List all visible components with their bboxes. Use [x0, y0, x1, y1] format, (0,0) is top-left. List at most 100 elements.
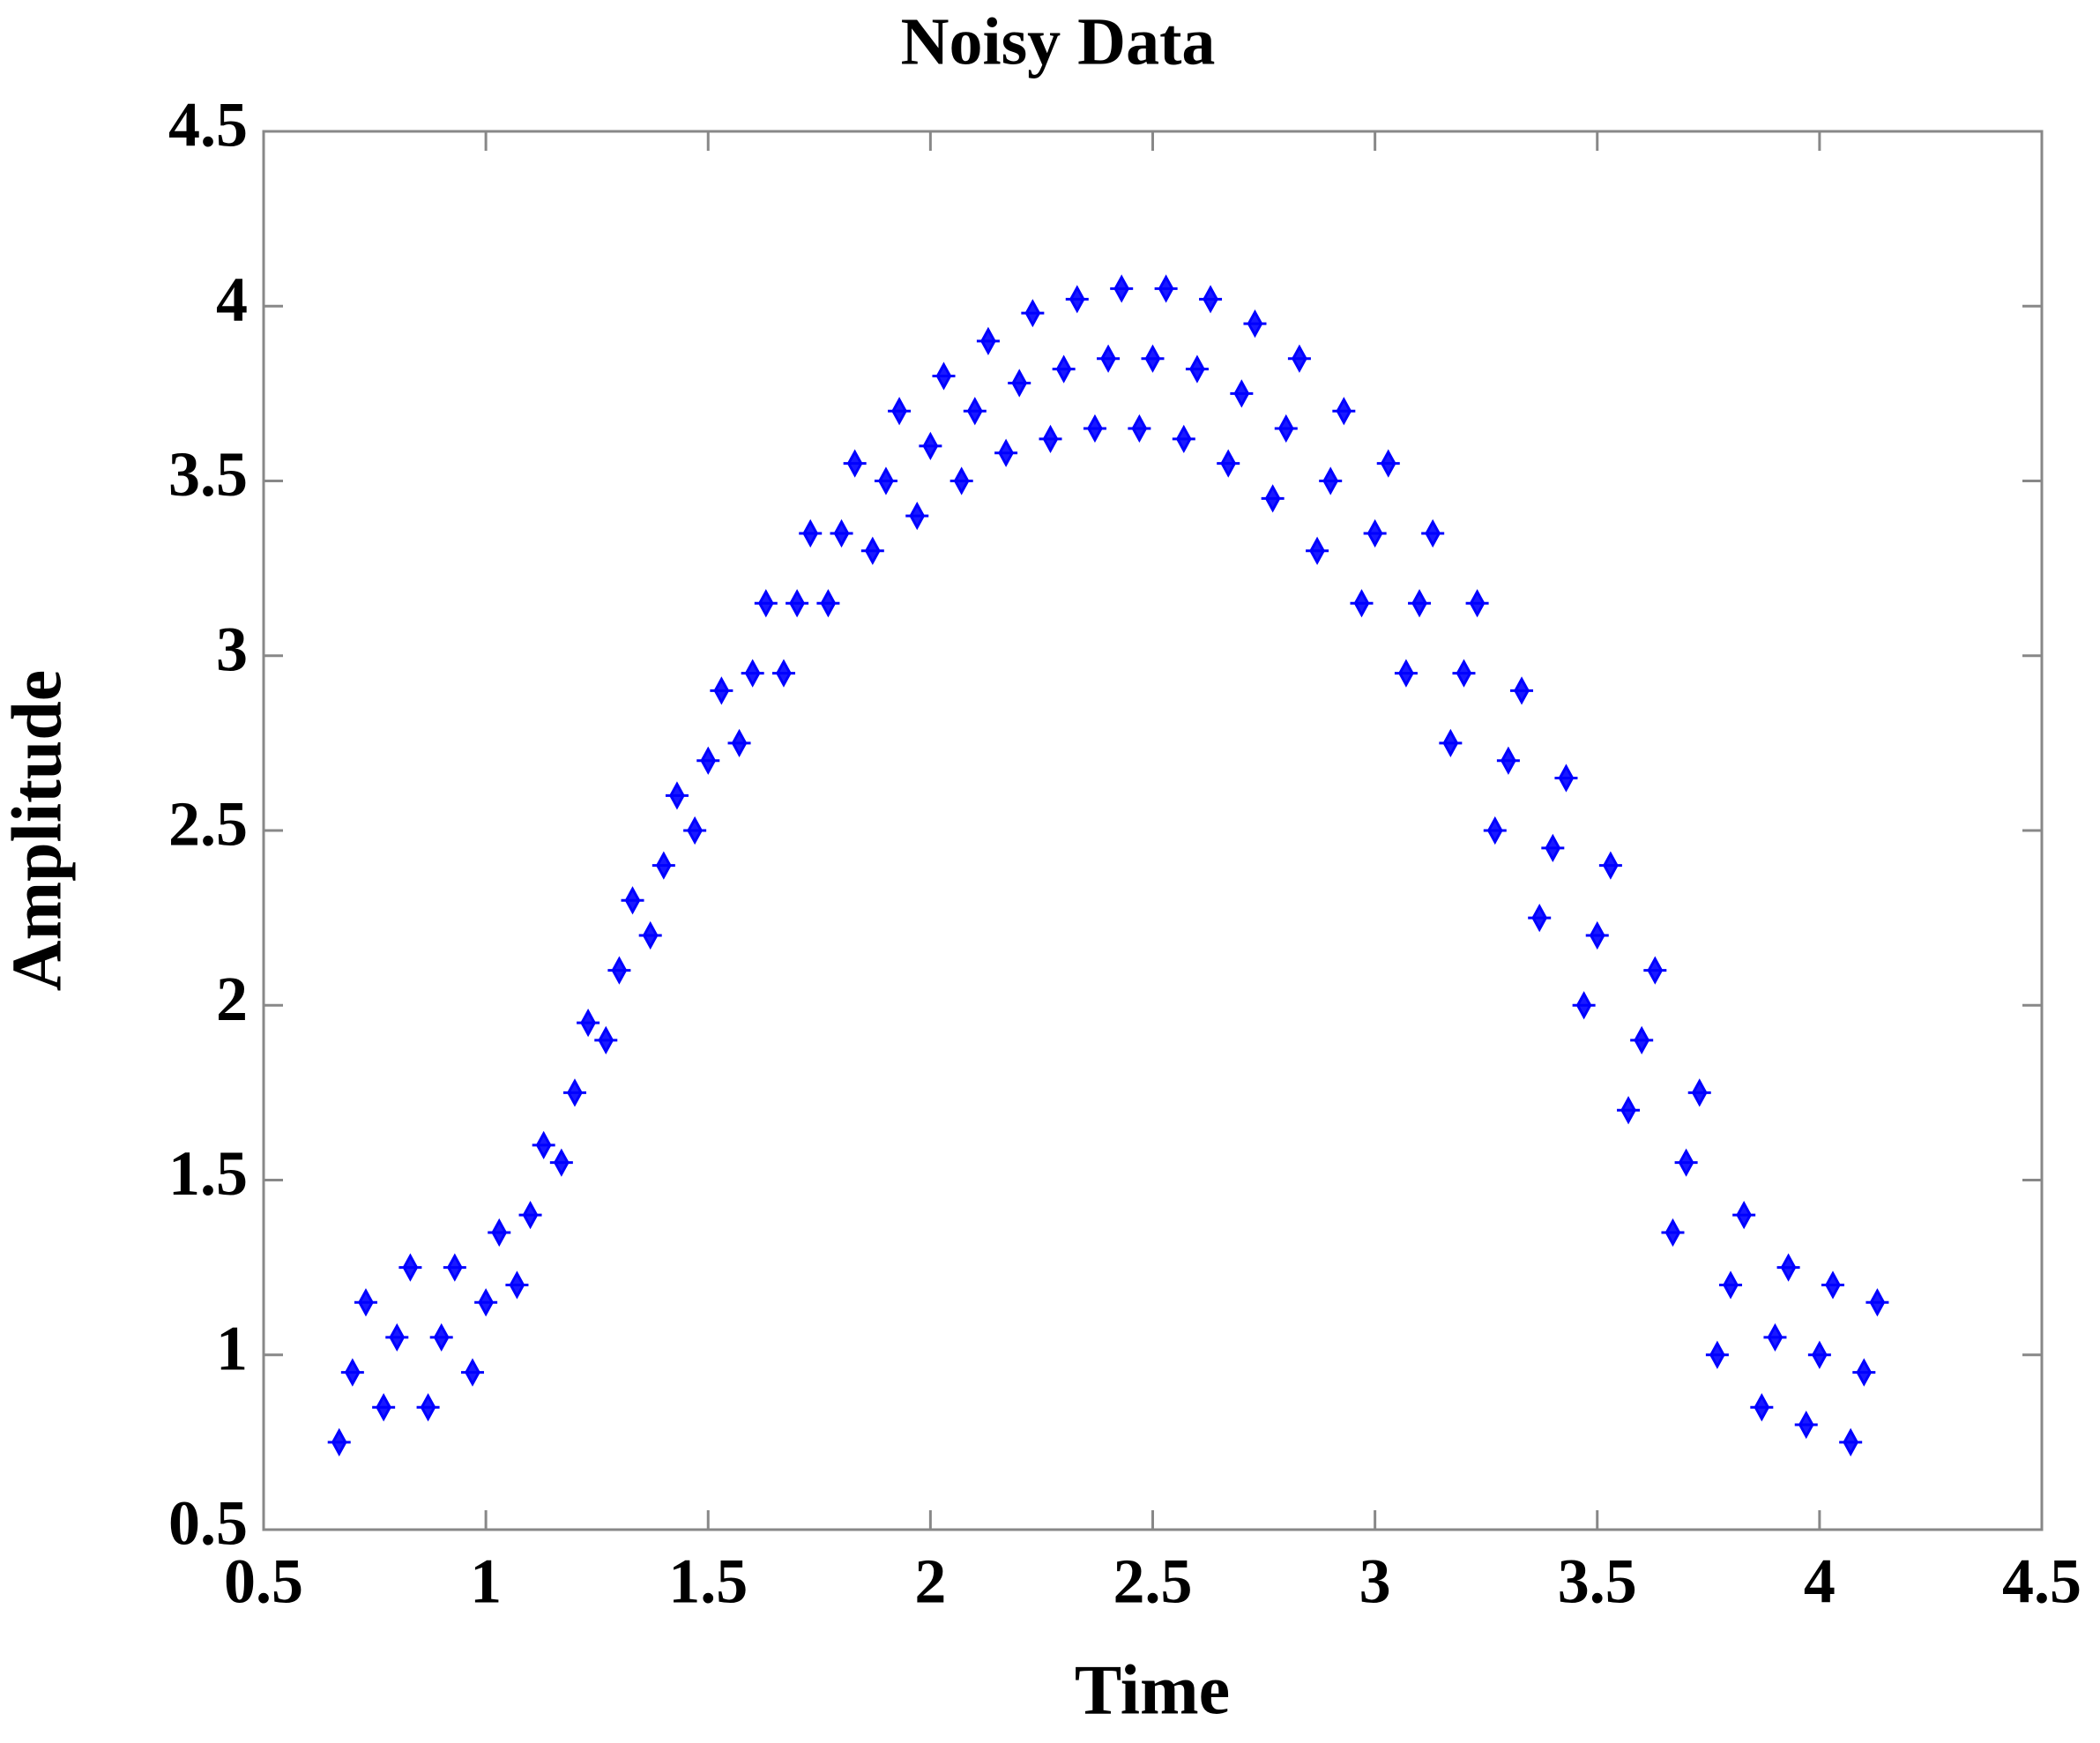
scatter-point: [652, 851, 675, 880]
scatter-point: [786, 589, 809, 618]
scatter-point: [683, 816, 707, 845]
scatter-point: [1452, 659, 1476, 688]
scatter-point: [1439, 728, 1463, 757]
scatter-point: [443, 1253, 466, 1282]
scatter-point: [1350, 589, 1374, 618]
scatter-point: [919, 431, 942, 460]
y-tick-label: 1.5: [168, 1138, 248, 1209]
scatter-point: [1021, 299, 1045, 328]
scatter-point: [1306, 536, 1329, 565]
scatter-point: [1083, 413, 1106, 443]
scatter-point: [1408, 589, 1432, 618]
scatter-point: [1674, 1148, 1698, 1177]
scatter-point: [577, 1008, 600, 1038]
x-tick-label: 1: [470, 1546, 502, 1617]
scatter-point: [1705, 1340, 1729, 1369]
scatter-point: [1630, 1025, 1654, 1055]
scatter-point: [1332, 397, 1356, 426]
scatter-point: [727, 728, 751, 757]
y-tick-label: 3: [216, 614, 248, 684]
y-tick-label: 2.5: [168, 789, 248, 860]
scatter-point: [621, 886, 644, 915]
x-tick-label: 0.5: [224, 1546, 303, 1617]
scatter-point: [1794, 1410, 1818, 1440]
scatter-point: [354, 1288, 377, 1317]
scatter-point: [1528, 904, 1552, 933]
y-tick-label: 3.5: [168, 439, 248, 510]
scatter-point: [1274, 413, 1298, 443]
scatter-point: [976, 326, 1000, 356]
scatter-point: [488, 1218, 511, 1248]
y-tick-label: 4: [216, 264, 248, 335]
scatter-point: [1287, 344, 1311, 373]
scatter-point: [607, 956, 631, 985]
scatter-point: [799, 518, 823, 548]
scatter-point: [1865, 1288, 1889, 1317]
scatter-point: [771, 659, 795, 688]
scatter-point: [1483, 816, 1507, 845]
scatter-point: [429, 1322, 453, 1352]
scatter-point: [1243, 309, 1267, 339]
scatter-point: [562, 1078, 586, 1107]
y-tick-label: 0.5: [168, 1488, 248, 1559]
scatter-point: [474, 1288, 498, 1317]
scatter-point: [1643, 956, 1667, 985]
scatter-point: [816, 589, 840, 618]
x-tick-label: 1.5: [668, 1546, 748, 1617]
scatter-point: [1217, 449, 1240, 478]
scatter-point: [1141, 344, 1165, 373]
scatter-point: [1421, 518, 1445, 548]
scatter-point: [1097, 344, 1121, 373]
scatter-point: [594, 1025, 618, 1055]
scatter-point: [1763, 1322, 1787, 1352]
scatter-point: [385, 1322, 409, 1352]
scatter-point: [710, 676, 734, 705]
scatter-point: [1394, 659, 1418, 688]
scatter-point: [549, 1148, 573, 1177]
scatter-point: [1110, 274, 1134, 303]
scatter-point: [638, 920, 662, 950]
scatter-point: [932, 361, 956, 391]
scatter-point: [949, 466, 973, 495]
x-tick-label: 2.5: [1113, 1546, 1193, 1617]
x-tick-label: 3: [1359, 1546, 1391, 1617]
scatter-point: [963, 397, 987, 426]
scatter-point: [327, 1427, 351, 1456]
x-axis-label: Time: [1075, 1651, 1230, 1729]
scatter-point: [1008, 369, 1031, 398]
x-tick-label: 2: [914, 1546, 946, 1617]
x-tick-label: 3.5: [1558, 1546, 1637, 1617]
scatter-point: [994, 438, 1018, 467]
scatter-point: [1617, 1096, 1641, 1125]
scatter-point: [1319, 466, 1343, 495]
scatter-point: [1598, 851, 1622, 880]
scatter-point: [340, 1358, 364, 1387]
y-tick-label: 1: [216, 1313, 248, 1383]
scatter-point: [874, 466, 897, 495]
scatter-point: [860, 536, 884, 565]
scatter-point: [888, 397, 912, 426]
scatter-point: [1776, 1253, 1800, 1282]
scatter-point: [1572, 991, 1596, 1020]
scatter-point: [1128, 413, 1151, 443]
scatter-point: [696, 746, 720, 775]
scatter-point: [665, 781, 689, 810]
scatter-point: [1172, 424, 1195, 454]
scatter-point: [505, 1270, 529, 1300]
scatter-point: [1661, 1218, 1685, 1248]
scatter-point: [1585, 920, 1609, 950]
scatter-point: [1230, 379, 1254, 408]
y-axis-label: Amplitude: [0, 670, 76, 992]
scatter-point: [843, 449, 867, 478]
scatter-point: [518, 1201, 542, 1230]
chart-title: Noisy Data: [901, 4, 1216, 78]
scatter-point: [416, 1393, 440, 1422]
scatter-point: [1376, 449, 1400, 478]
scatter-point: [1199, 285, 1223, 314]
scatter-point: [1732, 1201, 1756, 1230]
scatter-point: [1052, 354, 1076, 384]
scatter-point: [1687, 1078, 1711, 1107]
scatter-point: [1065, 285, 1089, 314]
